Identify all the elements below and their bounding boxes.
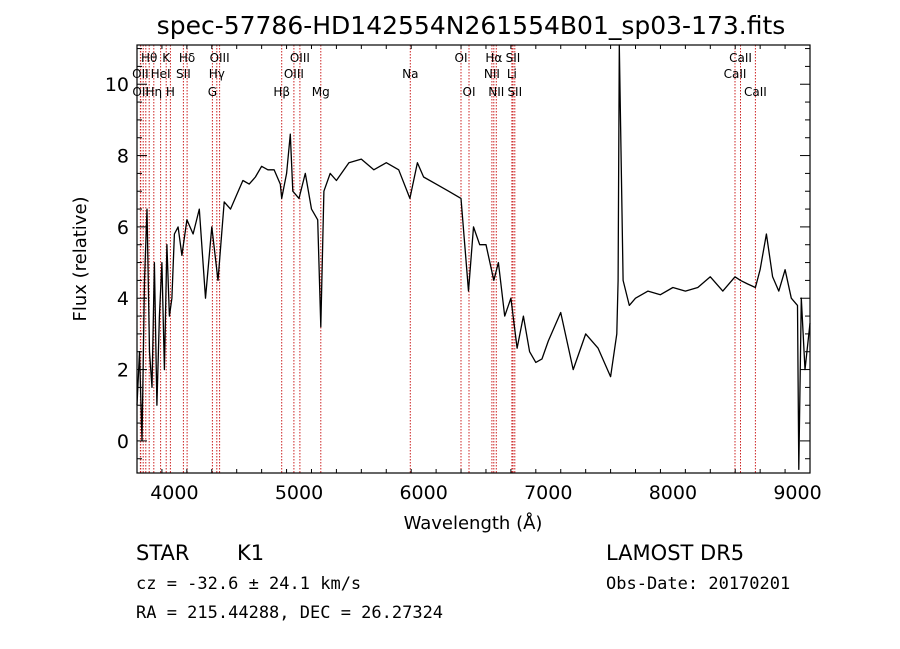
line-marker-label: OIII [290,51,310,65]
line-marker-group: Hθ K Hδ OIII OIII OI Hα SII CaII OII HeI SII Hγ OIII N… [132,45,767,473]
y-tick-label: 2 [117,360,129,382]
line-marker-label: K [162,51,171,65]
x-tick-label: 4000 [150,482,198,504]
line-marker-label: NII [484,67,500,81]
line-marker-label: Hθ [141,51,157,65]
y-axis: 0 2 4 6 8 10 [105,48,810,460]
line-marker-label: OIII [284,67,304,81]
redshift-velocity: cz = -32.6 ± 24.1 km/s [136,574,361,594]
line-marker-label: SII [176,67,191,81]
line-marker-label: Hγ [209,67,225,81]
line-marker-label: Hβ [273,85,290,99]
spectrum-line [136,44,811,471]
line-marker-label: CaII [744,85,767,99]
line-marker-label: HeI [151,67,171,81]
x-tick-label: 6000 [399,482,447,504]
object-subclass: K1 [237,541,264,565]
chart-title: spec-57786-HD142554N261554B01_sp03-173.f… [157,11,786,40]
line-marker-label: Hη [145,85,162,99]
line-marker-label: OI [455,51,468,65]
line-marker-label: H [166,85,175,99]
y-tick-label: 6 [117,217,129,239]
survey-name: LAMOST DR5 [606,541,744,565]
x-tick-label: 8000 [649,482,697,504]
spectrum-series [136,44,811,471]
x-tick-label: 7000 [524,482,572,504]
x-tick-label: 9000 [773,482,821,504]
y-axis-label: Flux (relative) [70,196,91,321]
x-tick-label: 5000 [275,482,323,504]
x-axis-label: Wavelength (Å) [404,512,543,534]
line-marker-label: SII [507,85,522,99]
line-marker-label: CaII [724,67,747,81]
x-axis: 4000 5000 6000 7000 8000 9000 [136,45,822,504]
line-marker-label: OI [463,85,476,99]
line-marker-label: Li [507,67,517,81]
line-marker-label: CaII [729,51,752,65]
y-tick-label: 10 [105,74,129,96]
line-marker-label: Hα [485,51,502,65]
y-tick-label: 4 [117,288,129,310]
line-marker-label: OIII [210,51,230,65]
line-marker-label: Na [402,67,418,81]
object-class: STAR [136,541,189,565]
line-marker-label: SII [506,51,521,65]
observation-date: Obs-Date: 20170201 [606,574,790,594]
plot-frame [136,44,811,474]
line-marker-label: Mg [312,85,330,99]
line-marker-label: G [208,85,217,99]
coordinates: RA = 215.44288, DEC = 26.27324 [136,603,443,623]
y-tick-label: 0 [117,431,129,453]
line-marker-label: OII [132,67,149,81]
y-tick-label: 8 [117,146,129,168]
line-marker-label: Hδ [179,51,195,65]
line-marker-label: NII [488,85,504,99]
